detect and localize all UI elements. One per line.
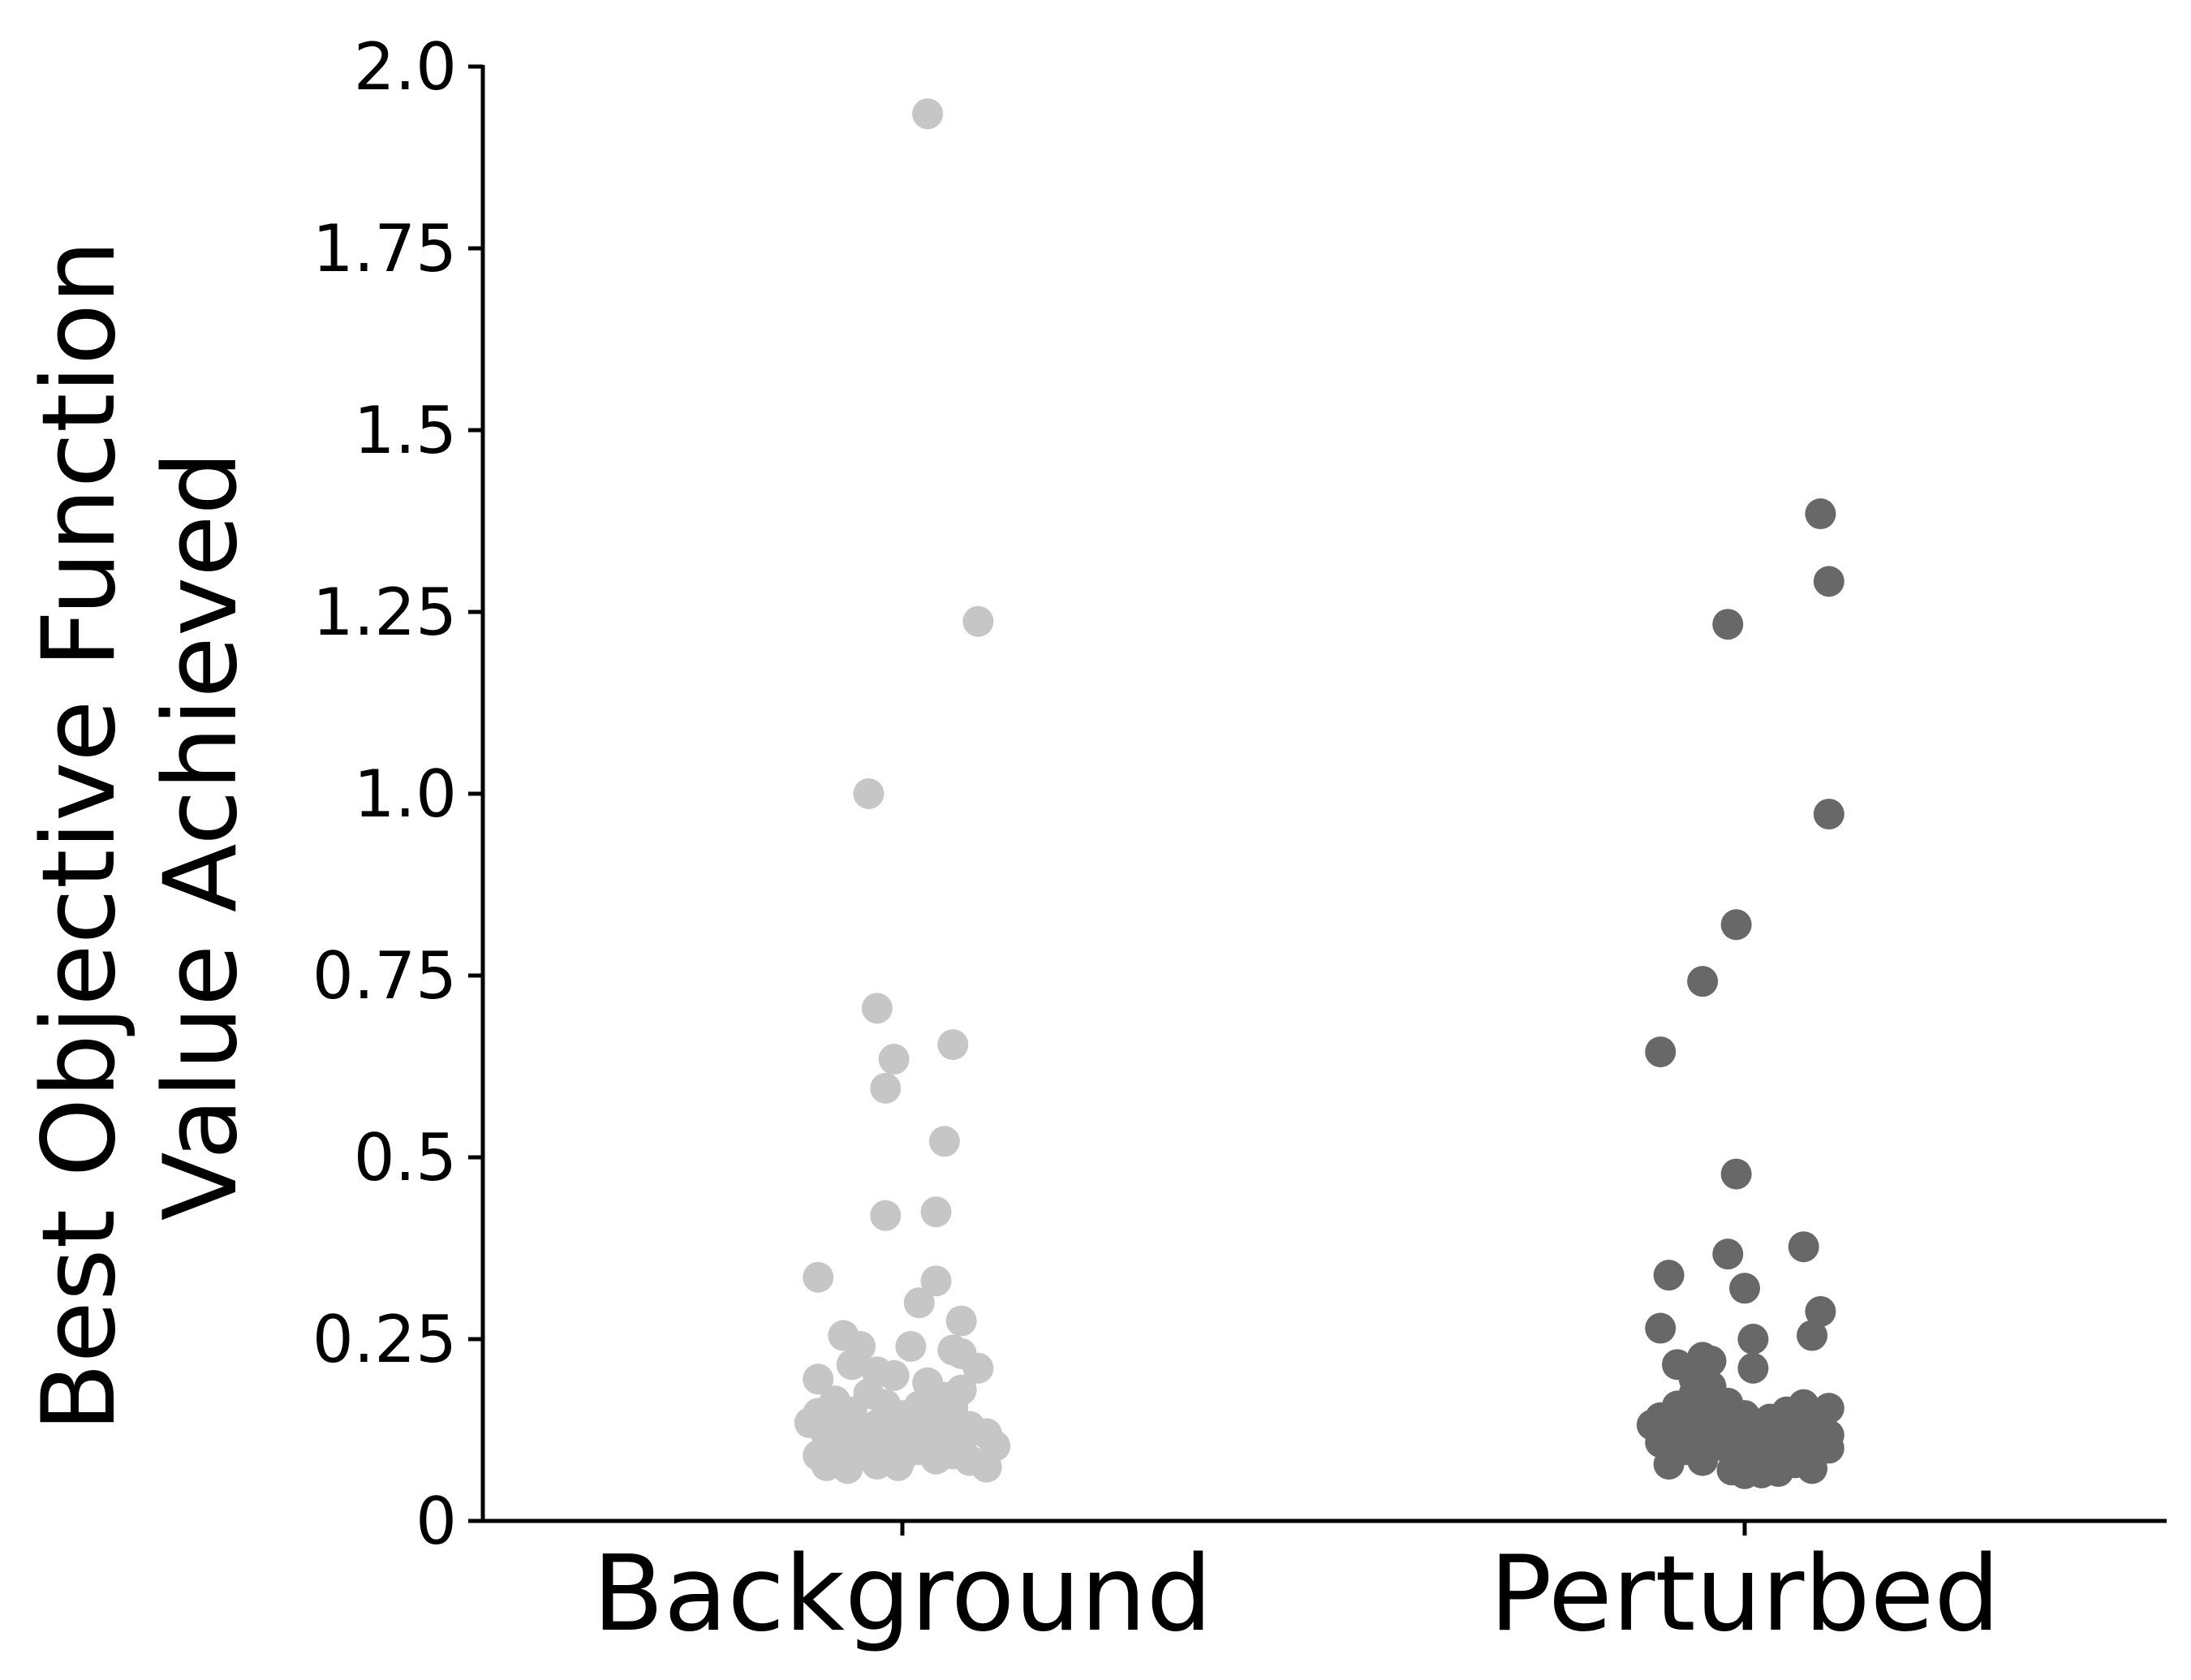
data-point — [1720, 1158, 1752, 1190]
data-point — [912, 98, 944, 130]
data-point — [803, 1261, 834, 1293]
data-point — [1653, 1449, 1685, 1480]
y-tick-label: 2.0 — [354, 29, 457, 105]
y-axis-title-line-2: Value Achieved — [143, 451, 260, 1221]
data-point — [1737, 1352, 1769, 1384]
data-point — [920, 1443, 952, 1475]
data-point — [903, 1287, 935, 1319]
series-background-points — [794, 98, 1011, 1484]
data-point — [870, 1072, 902, 1104]
data-point — [1720, 909, 1752, 941]
x-category-label: Background — [592, 1534, 1212, 1655]
data-point — [1797, 1453, 1828, 1484]
series-perturbed-points — [1636, 498, 1844, 1489]
data-point — [1763, 1456, 1794, 1488]
data-point — [962, 605, 994, 637]
x-axis-ticks: Background Perturbed — [592, 1521, 2000, 1655]
data-point — [945, 1305, 977, 1337]
y-axis-title: Best Objective Function Value Achieved — [21, 240, 260, 1432]
data-point — [1729, 1273, 1760, 1304]
y-tick-label: 0.5 — [354, 1120, 457, 1195]
data-point — [1805, 498, 1836, 530]
data-point — [1716, 1454, 1748, 1486]
data-point — [861, 993, 893, 1024]
x-category-label: Perturbed — [1489, 1534, 1999, 1655]
data-point — [1653, 1260, 1685, 1291]
data-point — [920, 1265, 952, 1297]
data-point — [1797, 1320, 1828, 1351]
data-point — [1737, 1324, 1769, 1355]
y-axis-ticks: 0 0.25 0.5 0.75 1.0 1.25 1.5 1.75 2.0 — [312, 29, 483, 1559]
y-tick-label: 1.25 — [312, 575, 457, 650]
data-point — [920, 1196, 952, 1228]
data-point — [928, 1126, 960, 1157]
data-point — [803, 1363, 834, 1395]
y-tick-label: 0.75 — [312, 938, 457, 1014]
y-tick-label: 0.25 — [312, 1302, 457, 1377]
data-point — [853, 778, 885, 809]
data-point — [1805, 1295, 1836, 1327]
data-point — [882, 1450, 914, 1481]
data-point — [971, 1451, 1002, 1483]
data-points — [794, 98, 1844, 1489]
data-point — [895, 1330, 927, 1362]
data-point — [1788, 1231, 1819, 1263]
data-point — [962, 1352, 994, 1384]
y-tick-label: 1.0 — [354, 756, 457, 832]
y-tick-label: 0 — [415, 1484, 457, 1559]
data-point — [832, 1453, 863, 1484]
data-point — [1645, 1036, 1677, 1068]
data-point — [836, 1349, 867, 1381]
y-axis-title-line-1: Best Objective Function — [21, 240, 138, 1432]
data-point — [878, 1359, 910, 1391]
data-point — [1687, 966, 1719, 997]
data-point — [1813, 799, 1844, 830]
data-point — [937, 1029, 969, 1061]
data-point — [1813, 566, 1844, 597]
data-point — [1645, 1312, 1677, 1344]
y-tick-label: 1.5 — [354, 393, 457, 468]
data-point — [878, 1044, 910, 1075]
data-point — [870, 1200, 902, 1231]
data-point — [1712, 609, 1744, 640]
y-tick-label: 1.75 — [312, 211, 457, 286]
data-point — [1712, 1238, 1744, 1270]
data-point — [1687, 1445, 1719, 1476]
